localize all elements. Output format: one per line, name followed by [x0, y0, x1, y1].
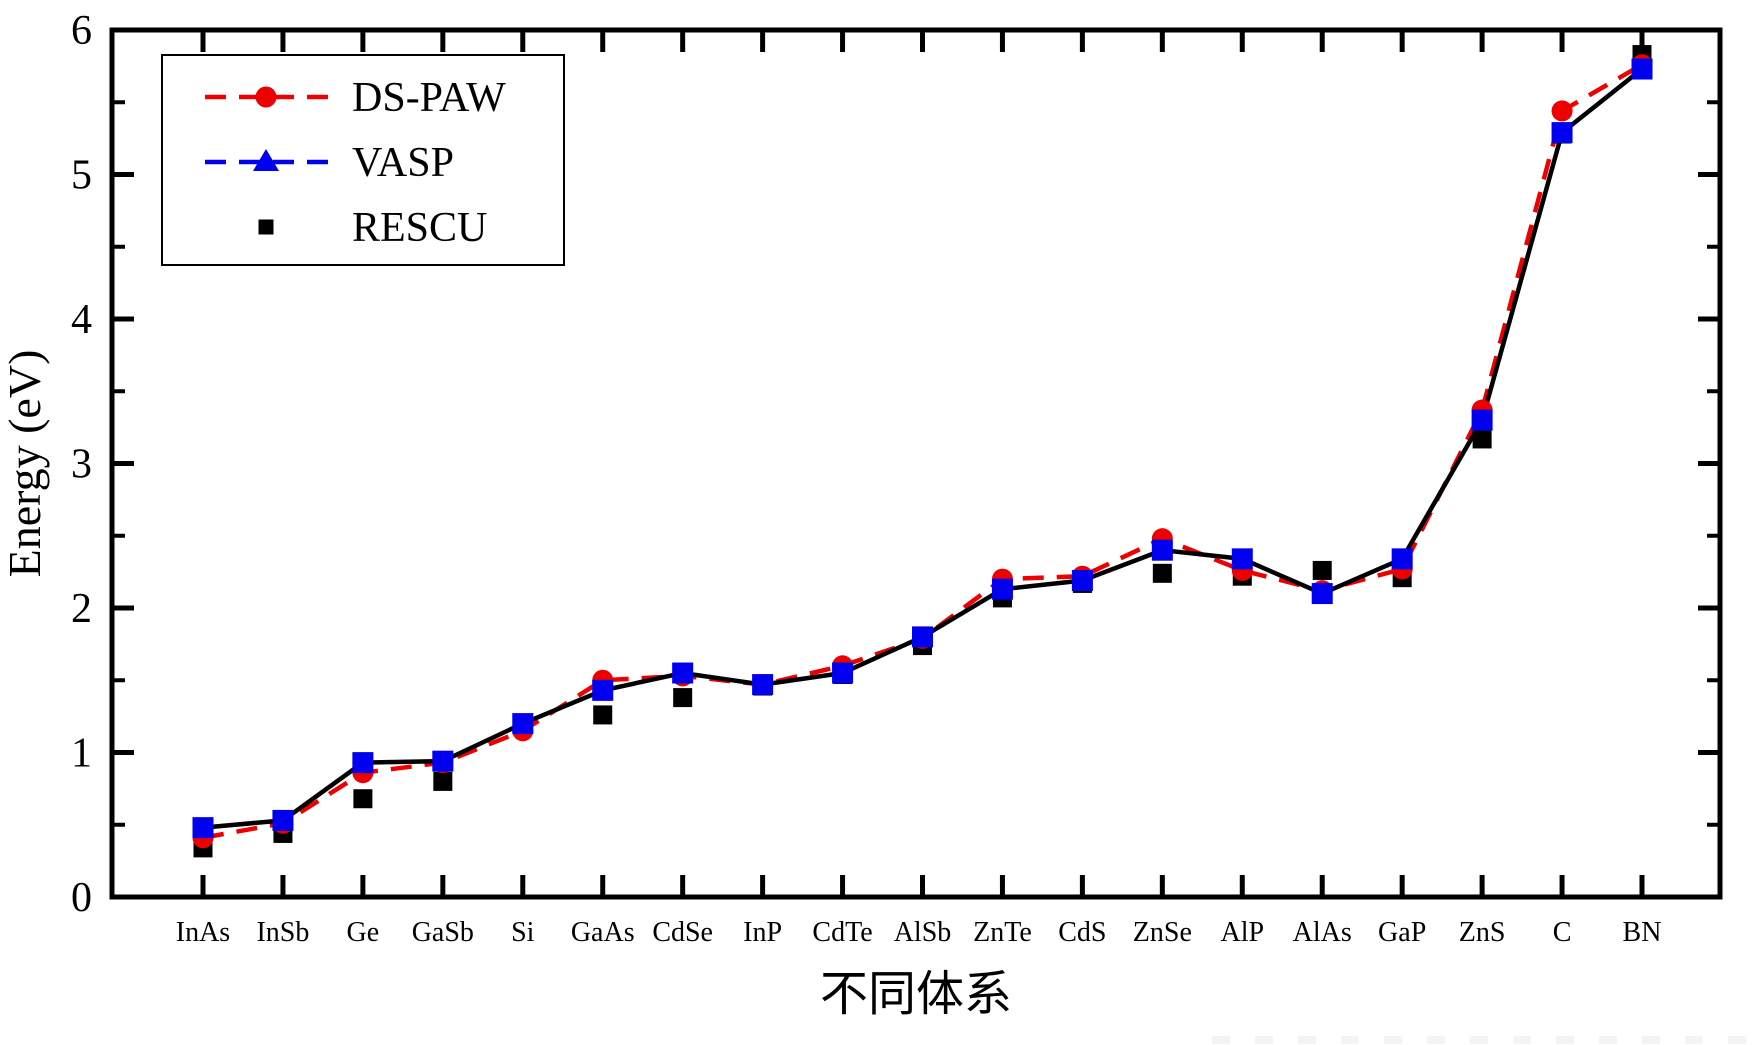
watermark-mark [1556, 1036, 1574, 1044]
x-tick-label: ZnTe [973, 917, 1032, 948]
watermark-mark [1427, 1036, 1445, 1044]
legend-label-DS-PAW: DS-PAW [352, 75, 506, 121]
x-tick-label: CdTe [812, 917, 872, 948]
y-tick-label: 1 [71, 731, 92, 777]
x-tick-label: ZnS [1459, 917, 1506, 948]
marker-VASP [1311, 583, 1333, 605]
x-tick-label: C [1553, 917, 1572, 948]
marker-VASP [432, 750, 454, 772]
watermark-mark [1599, 1036, 1617, 1044]
marker-RESCU [1312, 560, 1332, 580]
watermark-mark [1470, 1036, 1488, 1044]
watermark-mark [1212, 1036, 1230, 1044]
marker-VASP [1391, 548, 1413, 570]
marker-VASP [352, 752, 374, 774]
marker-RESCU [673, 688, 693, 708]
marker-VASP [1471, 409, 1493, 431]
watermark-mark [1513, 1036, 1531, 1044]
marker-VASP [1151, 539, 1173, 561]
marker-VASP [592, 679, 614, 701]
marker-VASP [1631, 58, 1653, 80]
x-tick-label: GaSb [412, 917, 474, 948]
x-tick-label: Ge [347, 917, 380, 948]
x-tick-label: InAs [176, 917, 230, 948]
legend-label-VASP: VASP [352, 140, 454, 186]
watermark-mark [1642, 1036, 1660, 1044]
x-tick-label: AlP [1220, 917, 1264, 948]
y-tick-label: 6 [71, 8, 92, 54]
x-tick-label: CdS [1058, 917, 1106, 948]
watermark-mark [1384, 1036, 1402, 1044]
x-axis-title: 不同体系 [820, 968, 1012, 1021]
marker-VASP [912, 626, 933, 648]
legend-marker-DS-PAW [255, 86, 277, 108]
legend-label-RESCU: RESCU [352, 205, 487, 251]
legend-marker-VASP [253, 149, 279, 171]
x-tick-label: BN [1623, 917, 1662, 948]
marker-VASP [672, 662, 694, 684]
marker-VASP [192, 817, 214, 839]
x-tick-label: InSb [256, 917, 309, 948]
y-tick-label: 3 [71, 442, 92, 488]
marker-RESCU [1472, 429, 1492, 449]
marker-VASP [1071, 570, 1093, 592]
watermark-mark [1255, 1036, 1273, 1044]
marker-VASP [1551, 122, 1573, 144]
marker-VASP [991, 578, 1013, 600]
y-axis-title: Energy (eV) [0, 350, 50, 578]
x-tick-label: GaAs [571, 917, 635, 948]
y-tick-label: 0 [71, 875, 92, 921]
watermark-mark [1685, 1036, 1703, 1044]
y-tick-label: 2 [71, 586, 92, 632]
marker-RESCU [1152, 563, 1172, 583]
y-tick-label: 5 [71, 153, 92, 199]
marker-RESCU [593, 705, 613, 725]
x-tick-label: InP [743, 917, 782, 948]
x-tick-label: Si [511, 917, 535, 948]
x-tick-label: AlAs [1293, 917, 1352, 948]
watermark-mark [1728, 1036, 1746, 1044]
marker-VASP [512, 713, 534, 735]
marker-VASP [272, 809, 294, 831]
x-tick-label: ZnSe [1133, 917, 1192, 948]
marker-VASP [752, 674, 774, 696]
legend-marker-RESCU [258, 219, 274, 235]
marker-VASP [832, 662, 854, 684]
x-tick-label: AlSb [894, 917, 952, 948]
legend [161, 54, 565, 266]
x-tick-label: CdSe [652, 917, 713, 948]
marker-DS-PAW [1551, 100, 1573, 122]
marker-RESCU [433, 771, 453, 791]
watermark-mark [1341, 1036, 1359, 1044]
watermark-mark [1298, 1036, 1316, 1044]
y-tick-label: 4 [71, 297, 92, 343]
x-tick-label: GaP [1378, 917, 1426, 948]
marker-RESCU [353, 789, 373, 809]
marker-VASP [1231, 548, 1253, 570]
